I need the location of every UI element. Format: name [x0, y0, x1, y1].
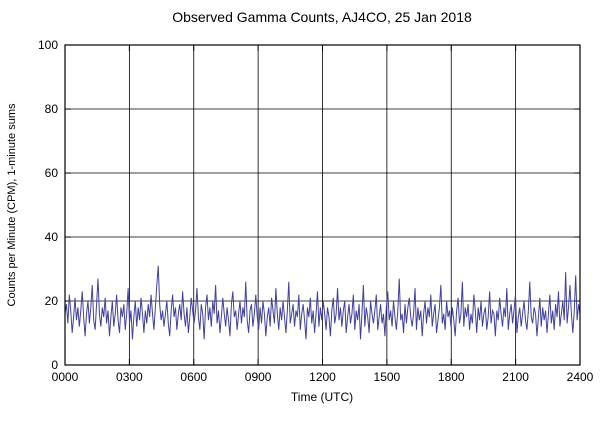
tick-labels: 0000 0300 0600 0900 1200 1500 1800 2100 2400 0 20 4… [38, 38, 594, 384]
x-tick-label: 1500 [374, 370, 401, 384]
x-tick-label: 0300 [116, 370, 143, 384]
plot-frame [64, 44, 581, 366]
y-tick-label: 60 [45, 166, 59, 180]
y-axis-label: Counts per Minute (CPM), 1-minute sums [6, 103, 18, 306]
x-tick-label: 1800 [438, 370, 465, 384]
x-axis-label: Time (UTC) [291, 390, 353, 404]
y-tick-label: 80 [45, 102, 59, 116]
x-tick-label: 1200 [309, 370, 336, 384]
y-tick-label: 0 [51, 358, 58, 372]
gridlines [65, 45, 580, 365]
x-tick-label: 0600 [180, 370, 207, 384]
y-tick-label: 20 [45, 294, 59, 308]
x-tick-label: 0900 [245, 370, 272, 384]
x-tick-label: 2400 [567, 370, 594, 384]
y-tick-label: 100 [38, 38, 58, 52]
data-series [64, 265, 581, 340]
y-tick-label: 40 [45, 230, 59, 244]
x-tick-label: 2100 [502, 370, 529, 384]
data-series-line [64, 265, 581, 340]
x-tick-label: 0000 [52, 370, 79, 384]
chart-title: Observed Gamma Counts, AJ4CO, 25 Jan 201… [172, 9, 472, 25]
